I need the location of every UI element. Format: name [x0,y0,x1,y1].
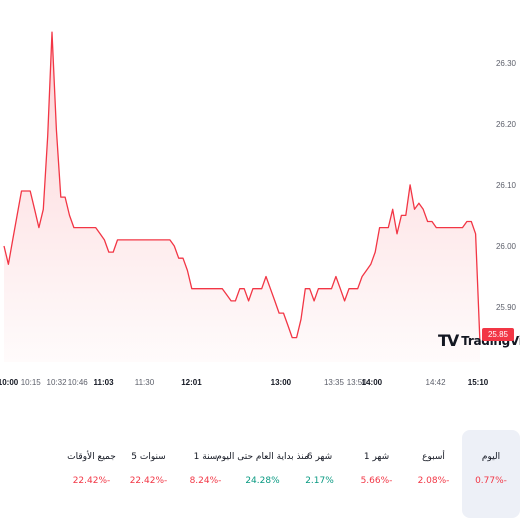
x-tick-label: 11:03 [94,378,115,387]
y-tick-label: 26.00 [496,242,517,251]
period-tab[interactable]: أسبوع 2.08%- [405,430,462,518]
period-change: 0.77%- [475,476,507,486]
period-label: 5 سنوات [131,452,166,462]
y-tick-label: 26.30 [496,59,517,68]
x-tick-label: 14:42 [426,378,447,387]
period-change: 22.42%- [129,476,168,486]
y-tick-label: 26.20 [496,120,517,129]
x-tick-label: 10:32 [47,378,68,387]
period-change: 2.08%- [417,476,450,486]
x-tick-label: 13:50 [347,378,368,387]
x-tick-label: 13:35 [324,378,345,387]
period-label: 1 شهر [363,452,390,462]
tradingview-logo-icon: TV [438,331,459,350]
period-tab[interactable]: منذ بداية العام حتى اليوم 24.28% [216,430,309,518]
period-change: 8.24%- [189,476,222,486]
y-tick-label: 26.10 [496,181,517,190]
period-change: 22.42%- [72,476,111,486]
x-tick-label: 10:00 [0,378,19,387]
period-tab[interactable]: جميع الأوقات 22.42%- [63,430,120,518]
period-tab[interactable]: 6 شهر 2.17% [291,430,348,518]
price-area-fill [4,32,480,362]
x-tick-label: 12:01 [181,378,202,387]
period-label: 6 شهر [306,452,333,462]
period-change: 24.28% [245,476,280,486]
x-tick-label: 11:30 [135,378,155,387]
x-tick-label: 10:15 [21,378,42,387]
period-tab[interactable]: 1 شهر 5.66%- [348,430,405,518]
price-line [3,31,481,344]
period-label: منذ بداية العام حتى اليوم [216,452,309,462]
x-tick-label: 14:00 [362,378,383,387]
x-tick-label: 13:00 [271,378,292,387]
last-price-label: 25.85 [482,328,514,341]
period-label: 1 سنة [193,452,218,462]
period-change: 5.66%- [360,476,393,486]
x-tick-label: 10:46 [68,378,89,387]
y-tick-label: 25.90 [496,303,517,312]
x-tick-label: 15:10 [468,378,489,387]
period-label: جميع الأوقات [67,452,116,462]
period-tab[interactable]: 1 سنة 8.24%- [177,430,234,518]
performance-periods: اليوم 0.77%- أسبوع 2.08%- 1 شهر 5.66%- 6… [0,430,520,518]
y-axis: 25.90 26.00 26.10 26.20 26.30 [496,59,517,312]
period-label: أسبوع [422,452,445,462]
period-tab[interactable]: 5 سنوات 22.42%- [120,430,177,518]
period-change: 2.17% [305,476,334,486]
period-tab[interactable]: اليوم 0.77%- [462,430,520,518]
period-label: اليوم [481,452,501,462]
